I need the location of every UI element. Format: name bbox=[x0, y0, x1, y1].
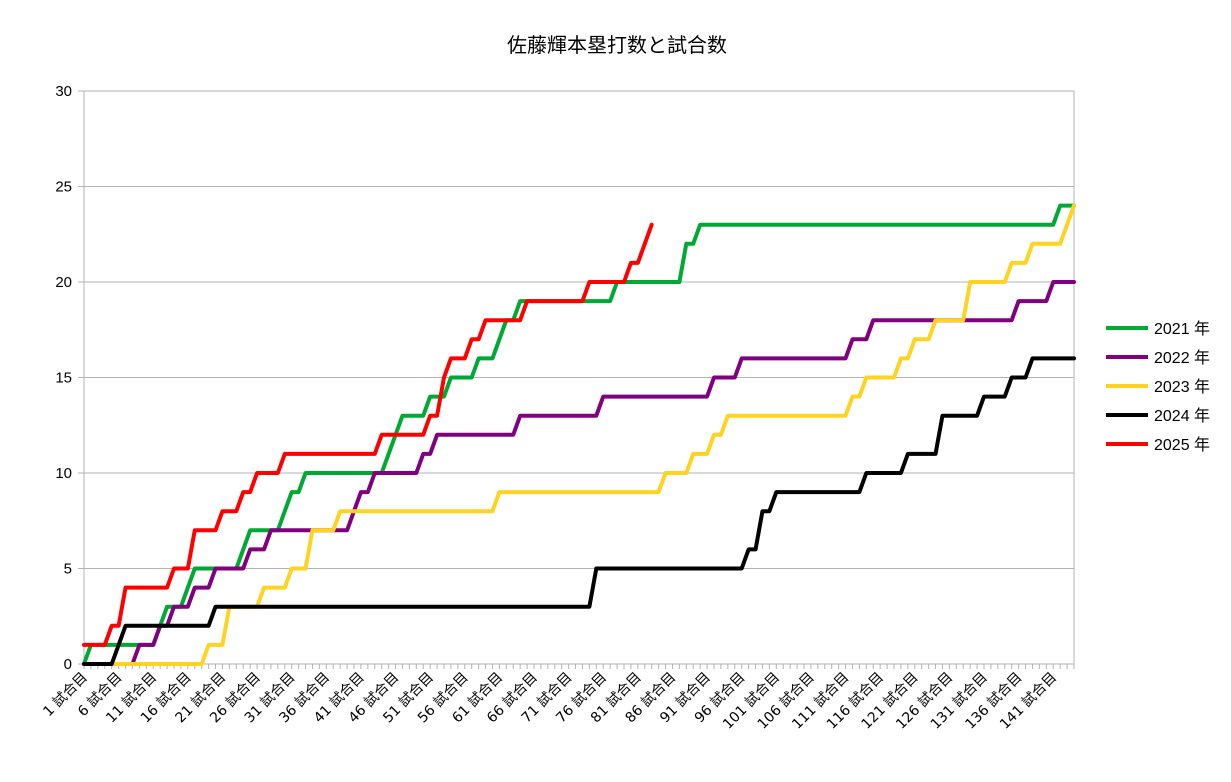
y-tick-label: 10 bbox=[55, 465, 72, 482]
chart-title: 佐藤輝本塁打数と試合数 bbox=[507, 33, 727, 57]
y-tick-label: 30 bbox=[55, 83, 72, 100]
gridlines bbox=[84, 90, 1074, 665]
legend-label-3: 2024 年 bbox=[1154, 407, 1210, 425]
legend-label-1: 2022 年 bbox=[1154, 349, 1210, 367]
legend-label-4: 2025 年 bbox=[1154, 436, 1210, 454]
series-line-4 bbox=[82, 222, 654, 647]
y-tick-label: 25 bbox=[55, 179, 72, 196]
legend-label-0: 2021 年 bbox=[1154, 320, 1210, 338]
series-lines bbox=[82, 203, 1076, 666]
y-tick-label: 5 bbox=[64, 561, 72, 578]
series-line-2 bbox=[82, 203, 1076, 666]
series-line-1 bbox=[82, 280, 1076, 666]
legend: 2021 年 2022 年 2023 年 2024 年 2025 年 bbox=[1106, 320, 1210, 454]
series-line-3 bbox=[82, 356, 1076, 666]
y-tick-label: 20 bbox=[55, 274, 72, 291]
y-axis: 0 5 10 15 20 25 30 bbox=[55, 83, 1075, 673]
y-tick-label: 0 bbox=[64, 656, 72, 673]
series-line-0 bbox=[82, 203, 1076, 666]
y-tick-label: 15 bbox=[55, 370, 72, 387]
legend-label-2: 2023 年 bbox=[1154, 378, 1210, 396]
